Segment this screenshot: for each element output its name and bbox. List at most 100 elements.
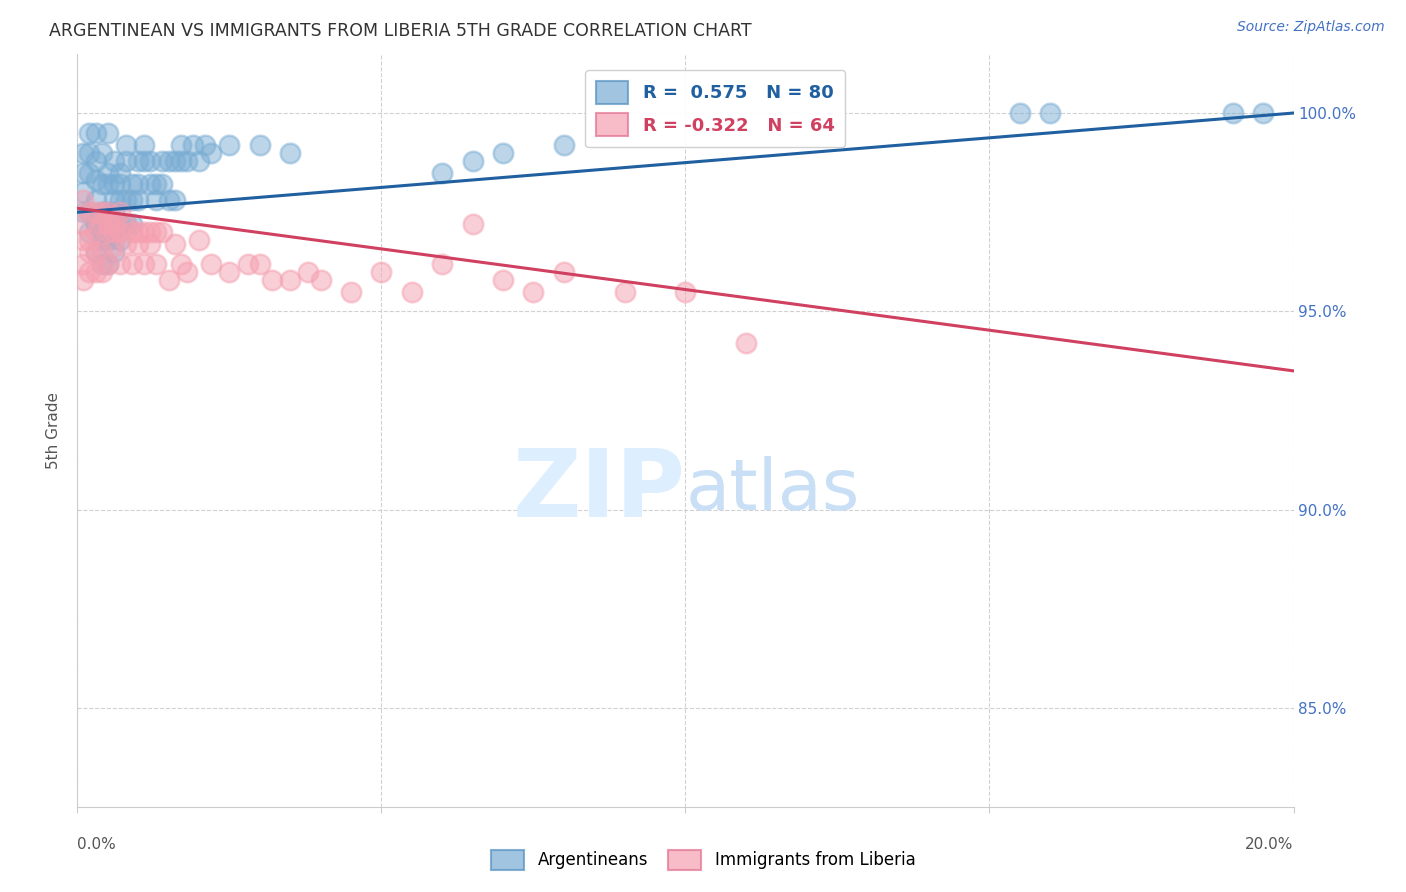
Point	[134, 225, 156, 239]
Point	[97, 165, 120, 179]
Point	[97, 205, 120, 219]
Point	[461, 153, 484, 168]
Point	[127, 225, 149, 239]
Point	[108, 194, 131, 208]
Point	[176, 265, 198, 279]
Point	[170, 137, 193, 152]
Point	[163, 236, 186, 251]
Point	[84, 126, 107, 140]
Point	[188, 233, 211, 247]
Point	[97, 178, 120, 192]
Text: ARGENTINEAN VS IMMIGRANTS FROM LIBERIA 5TH GRADE CORRELATION CHART: ARGENTINEAN VS IMMIGRANTS FROM LIBERIA 5…	[49, 22, 752, 40]
Point	[108, 205, 131, 219]
Point	[115, 137, 138, 152]
Point	[461, 217, 484, 231]
Point	[127, 236, 149, 251]
Point	[72, 233, 94, 247]
Point	[90, 265, 112, 279]
Point	[121, 225, 143, 239]
Point	[84, 173, 107, 187]
Point	[200, 145, 222, 160]
Point	[108, 225, 131, 239]
Point	[103, 225, 125, 239]
Point	[108, 165, 131, 179]
Point	[79, 233, 101, 247]
Point	[84, 265, 107, 279]
Point	[97, 126, 120, 140]
Point	[84, 217, 107, 231]
Point	[79, 244, 101, 259]
Point	[139, 153, 162, 168]
Point	[152, 153, 174, 168]
Point	[613, 285, 636, 299]
Point	[103, 153, 125, 168]
Point	[79, 205, 101, 219]
Point	[72, 257, 94, 271]
Point	[1222, 106, 1244, 120]
Point	[297, 265, 319, 279]
Text: atlas: atlas	[686, 456, 860, 525]
Point	[84, 225, 107, 239]
Point	[72, 145, 94, 160]
Point	[90, 233, 112, 247]
Point	[90, 178, 112, 192]
Point	[134, 137, 156, 152]
Point	[90, 225, 112, 239]
Point	[157, 273, 180, 287]
Point	[103, 236, 125, 251]
Point	[432, 165, 454, 179]
Point	[103, 194, 125, 208]
Point	[79, 165, 101, 179]
Point	[84, 244, 107, 259]
Point	[90, 257, 112, 271]
Point	[103, 225, 125, 239]
Point	[115, 217, 138, 231]
Point	[492, 145, 515, 160]
Point	[134, 257, 156, 271]
Point	[145, 225, 167, 239]
Point	[103, 205, 125, 219]
Point	[145, 194, 167, 208]
Point	[522, 285, 544, 299]
Point	[115, 194, 138, 208]
Point	[103, 217, 125, 231]
Point	[157, 194, 180, 208]
Point	[553, 265, 575, 279]
Point	[163, 153, 186, 168]
Point	[139, 225, 162, 239]
Point	[121, 257, 143, 271]
Point	[108, 257, 131, 271]
Point	[194, 137, 217, 152]
Point	[72, 194, 94, 208]
Point	[163, 194, 186, 208]
Point	[1039, 106, 1062, 120]
Point	[79, 205, 101, 219]
Text: ZIP: ZIP	[513, 445, 686, 537]
Point	[218, 137, 240, 152]
Point	[79, 225, 101, 239]
Point	[139, 178, 162, 192]
Point	[127, 178, 149, 192]
Point	[84, 194, 107, 208]
Point	[108, 178, 131, 192]
Point	[181, 137, 204, 152]
Point	[127, 153, 149, 168]
Point	[115, 217, 138, 231]
Point	[1008, 106, 1031, 120]
Point	[170, 257, 193, 271]
Point	[72, 205, 94, 219]
Point	[72, 273, 94, 287]
Point	[249, 257, 271, 271]
Point	[1251, 106, 1274, 120]
Point	[170, 153, 193, 168]
Point	[127, 194, 149, 208]
Point	[97, 225, 120, 239]
Point	[84, 244, 107, 259]
Text: 0.0%: 0.0%	[77, 838, 117, 852]
Point	[121, 178, 143, 192]
Point	[176, 153, 198, 168]
Point	[90, 145, 112, 160]
Point	[79, 265, 101, 279]
Point	[90, 205, 112, 219]
Point	[72, 165, 94, 179]
